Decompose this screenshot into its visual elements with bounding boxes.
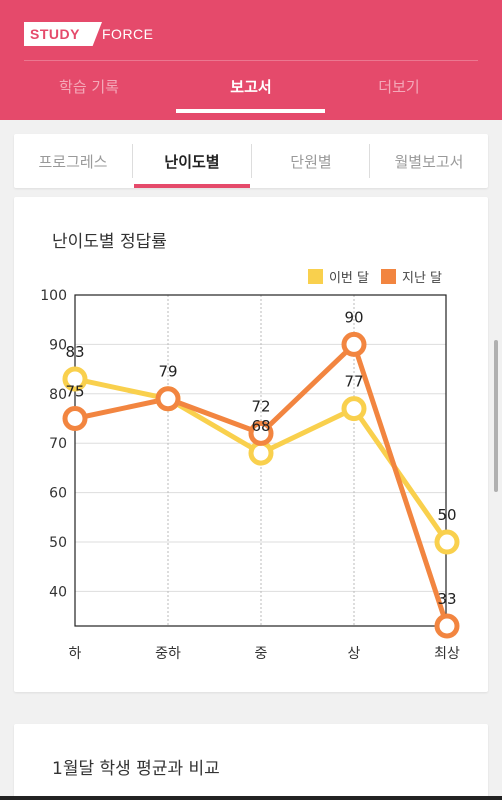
legend-swatch <box>307 269 323 284</box>
student-average-card: 1월달 학생 평균과 비교 <box>14 724 488 800</box>
difficulty-accuracy-card: 난이도별 정답률 이번 달 지난 달 100 90 80 70 60 50 40 하 중하 중 상 최… <box>14 197 488 692</box>
tab-study-record[interactable]: 학습 기록 <box>59 78 119 96</box>
legend-label: 지난 달 <box>401 271 442 286</box>
data-point-this-month <box>62 366 88 392</box>
x-tick-label: 최상 <box>434 646 460 662</box>
subtab-active-indicator <box>134 184 250 188</box>
data-label: 75 <box>65 383 84 401</box>
chart-legend: 이번 달 지난 달 <box>296 267 442 286</box>
subtab-divider <box>369 144 370 178</box>
data-label: 90 <box>344 308 363 326</box>
legend-label: 이번 달 <box>328 271 369 286</box>
data-point-last-month <box>248 420 274 446</box>
data-point-last-month <box>434 613 460 639</box>
data-label: 83 <box>65 343 84 361</box>
data-point-this-month <box>341 396 367 422</box>
tab-more[interactable]: 더보기 <box>378 78 420 96</box>
data-point-last-month <box>341 331 367 357</box>
scrollbar[interactable] <box>494 340 498 492</box>
data-label: 33 <box>437 590 456 608</box>
logo-study-text: STUDY <box>24 22 102 46</box>
app-header: STUDY FORCE 학습 기록 보고서 더보기 <box>0 0 502 120</box>
data-label: 68 <box>251 417 270 435</box>
data-label: 50 <box>437 506 456 524</box>
x-tick-label: 중하 <box>155 646 181 662</box>
tab-active-indicator <box>176 109 325 113</box>
logo-force-text: FORCE <box>102 26 154 42</box>
subtab-divider <box>132 144 133 178</box>
legend-swatch <box>380 269 396 284</box>
data-point-last-month <box>62 406 88 432</box>
report-subtabs: 프로그레스 난이도별 단원별 월별보고서 <box>14 134 488 188</box>
studyforce-logo: STUDY FORCE <box>24 22 154 46</box>
subtab-progress[interactable]: 프로그레스 <box>38 152 108 171</box>
y-tick-label: 60 <box>49 486 67 502</box>
subtab-monthly-report[interactable]: 월별보고서 <box>394 152 464 171</box>
legend-item-this-month: 이번 달 <box>307 267 369 286</box>
bottom-bar <box>0 796 502 800</box>
data-point-last-month <box>155 386 181 412</box>
x-tick-label: 상 <box>348 646 361 662</box>
y-tick-label: 80 <box>49 387 67 403</box>
subtab-divider <box>251 144 252 178</box>
plot-frame <box>74 294 447 627</box>
y-tick-label: 100 <box>40 288 67 304</box>
subtab-unit[interactable]: 단원별 <box>290 152 332 171</box>
header-divider <box>24 60 478 61</box>
tab-report[interactable]: 보고서 <box>230 78 272 96</box>
x-tick-label: 중 <box>255 646 268 662</box>
y-tick-label: 90 <box>49 337 67 353</box>
x-tick-label: 하 <box>69 646 82 662</box>
y-tick-label: 70 <box>49 436 67 452</box>
data-label: 72 <box>251 397 270 415</box>
difficulty-line-chart: 100 90 80 70 60 50 40 하 중하 중 상 최상 83 79 68 77 50 75 72 90 33 <box>40 288 460 662</box>
y-tick-label: 50 <box>49 535 67 551</box>
data-point-this-month <box>434 529 460 555</box>
subtab-difficulty[interactable]: 난이도별 <box>164 152 220 171</box>
data-label: 79 <box>158 363 177 381</box>
legend-item-last-month: 지난 달 <box>380 267 442 286</box>
y-tick-label: 40 <box>49 584 67 600</box>
data-point-this-month <box>248 440 274 466</box>
data-label: 77 <box>344 373 363 391</box>
card-title: 난이도별 정답률 <box>52 232 167 252</box>
card-title: 1월달 학생 평균과 비교 <box>52 759 220 779</box>
